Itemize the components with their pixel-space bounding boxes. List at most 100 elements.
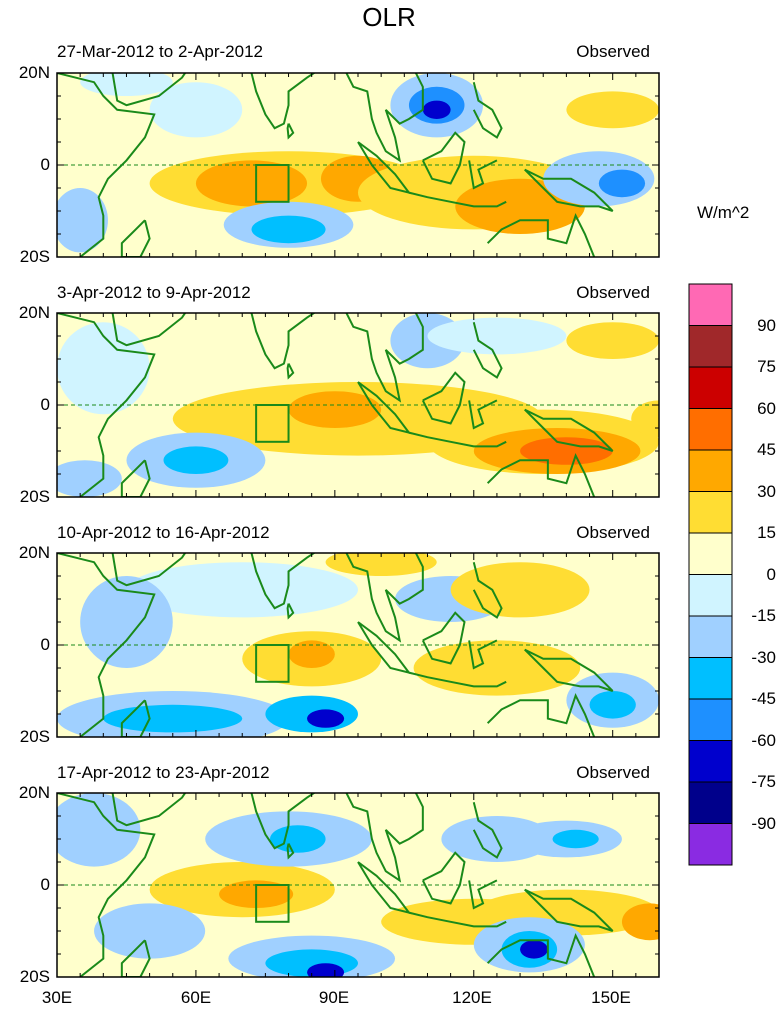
coastline — [524, 408, 614, 452]
panel-3-label: Observed — [576, 523, 650, 542]
panel-1-period: 27-Mar-2012 to 2-Apr-2012 — [57, 42, 264, 61]
coastline — [472, 561, 503, 619]
colorbar-box — [688, 283, 733, 326]
anomaly-region — [631, 400, 659, 438]
y-tick-label: 0 — [40, 395, 50, 414]
coastline — [408, 191, 507, 208]
y-tick-label: 20S — [19, 247, 50, 266]
anomaly-region — [149, 82, 243, 138]
anomaly-region — [450, 562, 590, 618]
coastline — [120, 939, 151, 977]
coastline — [472, 81, 503, 139]
colorbar-label: 90 — [757, 315, 776, 335]
map-panel-4 — [56, 792, 660, 978]
coastline — [468, 879, 498, 910]
map-panel-3 — [56, 552, 660, 738]
coastline — [249, 73, 316, 130]
coastline — [486, 213, 596, 257]
colorbar-units: W/m^2 — [697, 203, 750, 222]
colorbar-box — [688, 823, 733, 866]
coastline — [472, 801, 503, 859]
anomaly-region — [80, 73, 173, 96]
coastline — [57, 553, 156, 737]
coastline — [486, 453, 596, 497]
colorbar-box — [688, 574, 733, 617]
x-tick-label: 120E — [452, 988, 492, 1007]
coastline — [249, 793, 316, 850]
coastline — [111, 553, 187, 587]
y-tick-label: 20S — [19, 487, 50, 506]
y-tick-label: 20S — [19, 727, 50, 746]
panel-4-label: Observed — [576, 763, 650, 782]
colorbar-box — [688, 698, 733, 741]
coastline — [421, 851, 466, 905]
anomaly-region — [270, 825, 326, 853]
colorbar-box — [688, 740, 733, 783]
anomaly-region — [163, 446, 229, 475]
x-tick-label: 30E — [41, 988, 73, 1007]
anomaly-region — [325, 553, 437, 576]
panel-3-period: 10-Apr-2012 to 16-Apr-2012 — [57, 523, 270, 542]
coastline — [524, 888, 614, 932]
anomaly-region — [251, 215, 326, 244]
anomaly-region — [103, 704, 243, 733]
anomaly-region — [288, 640, 335, 668]
coastline — [249, 553, 316, 610]
anomaly-region — [566, 322, 659, 359]
target-region-box — [255, 164, 290, 203]
colorbar-box — [688, 491, 733, 534]
coastline — [408, 911, 507, 928]
coastline — [421, 131, 466, 185]
y-tick-label: 20N — [18, 303, 50, 322]
map-panel-2 — [56, 312, 660, 498]
anomaly-region — [307, 963, 345, 977]
y-tick-label: 20N — [18, 63, 50, 82]
anomaly-region — [520, 940, 548, 959]
x-tick-label: 60E — [180, 988, 212, 1007]
colorbar-label: 30 — [757, 481, 776, 501]
colorbar-label: 75 — [757, 357, 776, 376]
colorbar-box — [688, 408, 733, 451]
colorbar-box — [688, 366, 733, 409]
coastline — [345, 313, 424, 403]
coastline — [345, 793, 424, 883]
coastline — [57, 313, 156, 497]
coastline — [111, 73, 187, 107]
colorbar-label: -45 — [751, 689, 776, 708]
colorbar-label: -75 — [751, 772, 776, 791]
colorbar-label: -30 — [751, 647, 776, 667]
coastline — [120, 219, 151, 257]
colorbar-label: 15 — [757, 523, 776, 542]
coastline — [472, 321, 503, 379]
colorbar-label: 60 — [757, 398, 776, 418]
colorbar-box — [688, 615, 733, 658]
anomaly-region — [427, 317, 567, 355]
target-region-box — [255, 404, 290, 443]
colorbar-label: 45 — [757, 440, 776, 459]
colorbar-label: -90 — [751, 813, 776, 833]
target-region-box — [255, 644, 290, 683]
anomaly-region — [57, 793, 141, 867]
anomaly-region — [288, 391, 382, 428]
anomaly-region — [57, 188, 108, 253]
y-tick-label: 0 — [40, 635, 50, 654]
coastline — [120, 459, 151, 497]
coastline — [468, 159, 498, 190]
coastline — [286, 843, 295, 860]
coastline — [421, 371, 466, 425]
y-tick-label: 0 — [40, 155, 50, 174]
coastline — [111, 793, 187, 827]
y-tick-label: 20S — [19, 967, 50, 986]
coastline — [408, 431, 507, 448]
y-tick-label: 0 — [40, 875, 50, 894]
coastline — [57, 73, 156, 257]
anomaly-region — [126, 562, 358, 618]
anomaly-region — [307, 709, 345, 728]
panel-2-label: Observed — [576, 283, 650, 302]
coastline — [286, 123, 295, 140]
anomaly-region — [195, 160, 308, 207]
coastline — [524, 168, 614, 212]
chart-title: OLR — [362, 2, 416, 32]
panel-2-period: 3-Apr-2012 to 9-Apr-2012 — [57, 283, 251, 302]
